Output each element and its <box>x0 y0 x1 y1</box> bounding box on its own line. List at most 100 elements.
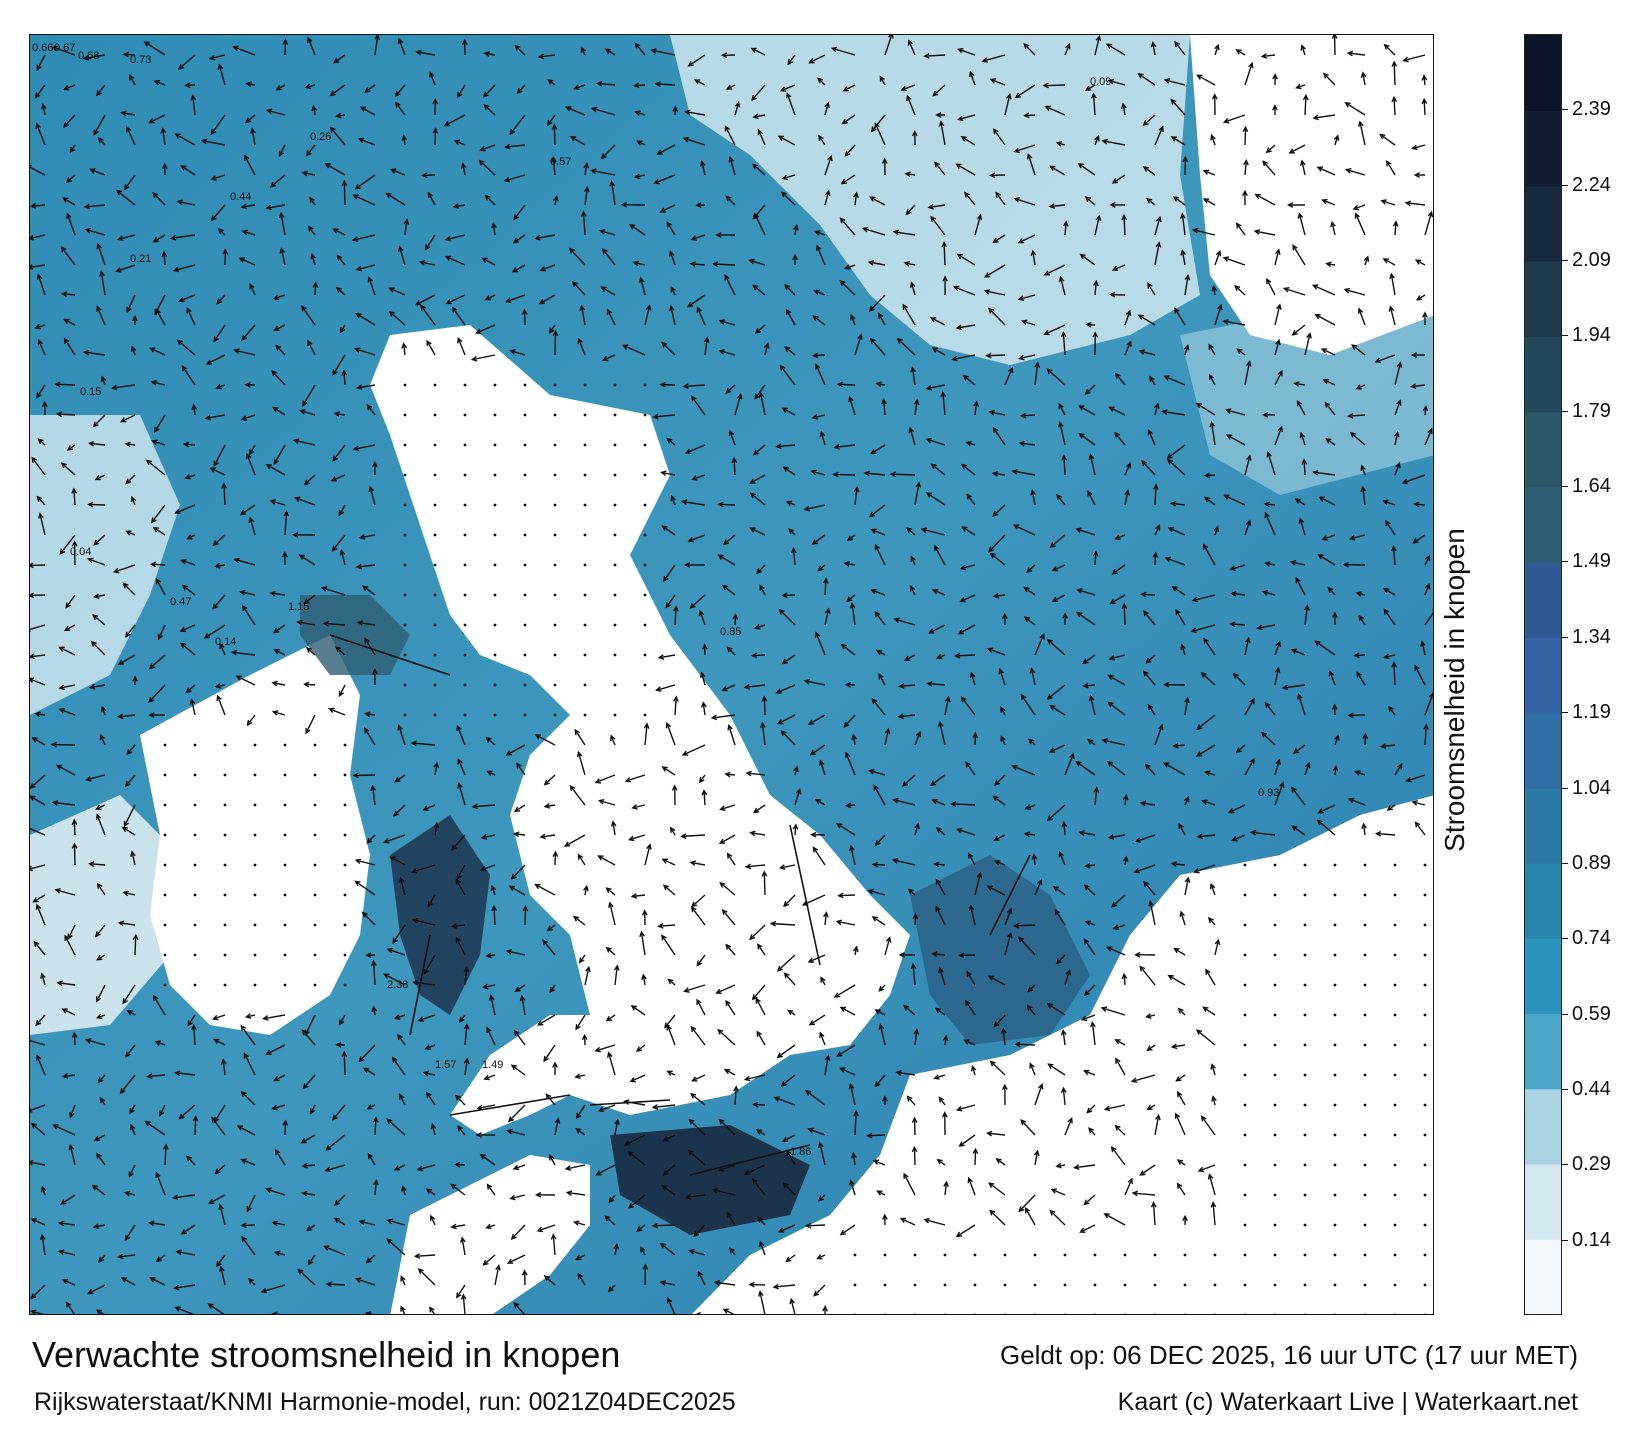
current-arrow-head <box>245 81 252 88</box>
current-arrow-head <box>1254 193 1261 200</box>
calm-dot <box>1033 1283 1037 1287</box>
current-arrow-head <box>1196 724 1203 731</box>
current-arrow-head <box>1195 751 1203 757</box>
current-arrow-head <box>332 228 339 234</box>
current-arrow-head <box>332 369 338 376</box>
current-arrow-head <box>370 784 377 792</box>
current-arrow-head <box>1383 608 1390 615</box>
current-arrow <box>690 1093 706 1106</box>
calm-dot <box>613 533 617 537</box>
current-arrow <box>813 1284 826 1297</box>
current-arrow-head <box>341 179 348 187</box>
current-arrow <box>473 804 496 808</box>
current-arrow <box>1202 800 1216 806</box>
current-arrow-head <box>944 695 951 703</box>
current-arrow-head <box>605 887 612 894</box>
current-arrow-head <box>536 1020 544 1026</box>
current-arrow-head <box>1379 133 1386 140</box>
current-arrow <box>1346 168 1366 176</box>
current-arrow-head <box>752 113 759 120</box>
current-arrow-head <box>942 275 949 282</box>
current-arrow-head <box>178 296 185 303</box>
current-arrow <box>94 1224 106 1228</box>
current-arrow <box>692 1074 706 1082</box>
current-arrow <box>690 861 706 866</box>
current-arrow <box>505 144 526 148</box>
current-arrow-head <box>726 646 733 653</box>
current-arrow <box>1406 202 1426 206</box>
current-arrow-head <box>1147 428 1153 436</box>
current-arrow <box>780 365 796 386</box>
current-arrow-head <box>908 426 915 434</box>
current-arrow <box>734 102 740 116</box>
current-arrow-head <box>874 610 881 618</box>
current-arrow-head <box>181 584 189 591</box>
current-arrow-head <box>1169 500 1177 507</box>
current-arrow-head <box>909 281 916 288</box>
current-arrow-head <box>661 525 668 531</box>
current-arrow-head <box>366 837 373 844</box>
current-arrow <box>1002 1028 1006 1046</box>
current-arrow <box>431 1124 436 1136</box>
current-arrow-head <box>1013 147 1020 154</box>
calm-dot <box>253 923 257 927</box>
current-arrow <box>343 1052 346 1076</box>
current-arrow-head <box>335 112 342 119</box>
current-arrow <box>241 324 256 341</box>
current-arrow <box>651 49 676 56</box>
calm-dot <box>583 713 587 717</box>
current-arrow-head <box>656 149 663 155</box>
current-arrow <box>273 624 286 634</box>
current-arrow <box>1152 1202 1156 1226</box>
current-arrow <box>909 427 916 446</box>
current-arrow-head <box>840 178 847 185</box>
current-arrow <box>1424 555 1430 566</box>
current-arrow <box>1291 787 1306 806</box>
current-arrow-head <box>652 413 659 420</box>
current-arrow-head <box>1203 496 1211 503</box>
current-arrow <box>125 624 136 638</box>
current-arrow <box>1354 654 1366 657</box>
current-arrow-head <box>213 336 219 343</box>
current-arrow <box>1203 170 1216 176</box>
current-arrow-head <box>1051 566 1058 572</box>
current-arrow <box>180 642 196 656</box>
current-arrow <box>322 587 346 596</box>
current-arrow <box>674 696 677 716</box>
current-arrow-head <box>232 45 239 52</box>
current-arrow <box>934 162 946 176</box>
calm-dot <box>1184 1313 1186 1314</box>
current-arrow <box>213 444 226 467</box>
current-arrow-head <box>1155 241 1162 248</box>
current-arrow-head <box>152 526 159 533</box>
current-arrow-head <box>371 668 378 675</box>
current-arrow-head <box>184 82 191 89</box>
calm-dot <box>163 923 167 927</box>
current-arrow-head <box>923 1217 930 1224</box>
current-arrow <box>1201 672 1216 686</box>
current-arrow-head <box>1248 61 1254 69</box>
current-arrow-head <box>744 863 752 870</box>
current-arrow-head <box>126 748 133 756</box>
current-arrow <box>574 729 586 746</box>
calm-dot <box>1363 1133 1367 1137</box>
current-arrow-head <box>601 355 609 362</box>
current-arrow-head <box>117 920 125 927</box>
current-arrow-head <box>542 939 549 946</box>
current-arrow-head <box>724 274 730 281</box>
current-arrow-head <box>370 959 377 967</box>
current-arrow <box>942 392 946 416</box>
current-arrow-head <box>902 303 908 310</box>
current-arrow <box>852 734 856 746</box>
current-arrow-head <box>725 388 732 395</box>
current-arrow-head <box>471 803 478 810</box>
current-arrow <box>688 54 706 67</box>
current-arrow <box>1244 455 1251 476</box>
current-arrow-head <box>807 1127 814 1134</box>
current-arrow <box>745 684 766 689</box>
current-arrow <box>1082 1014 1096 1021</box>
current-arrow-head <box>513 1029 520 1036</box>
current-arrow-head <box>1316 819 1323 826</box>
current-arrow <box>95 924 106 937</box>
strong-current-arrow <box>789 824 821 966</box>
